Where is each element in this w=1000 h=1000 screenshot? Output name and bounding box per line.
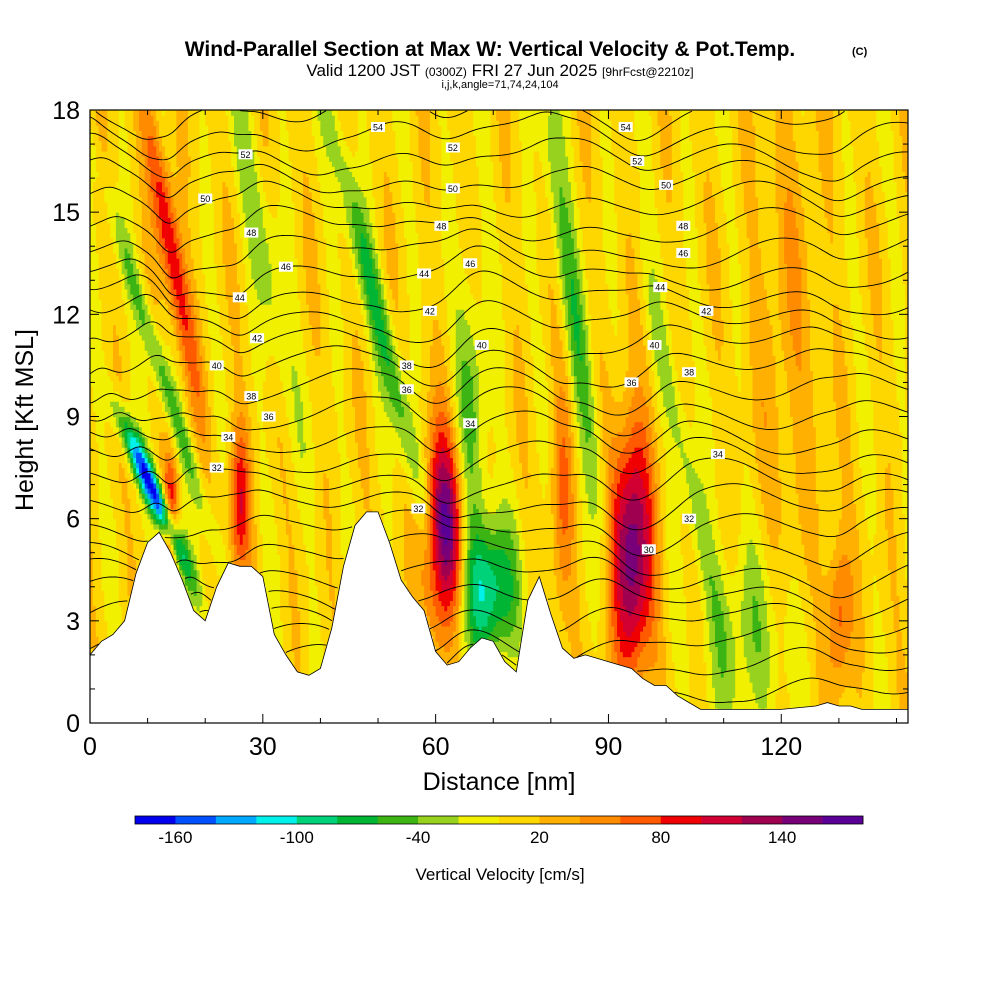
- forecast-info: [9hrFcst@2210z]: [602, 65, 694, 79]
- chart-subtitle: Valid 1200 JST (0300Z) FRI 27 Jun 2025 […: [306, 61, 693, 80]
- cross-section-figure: Wind-Parallel Section at Max W: Vertical…: [0, 0, 1000, 1000]
- utc-time: (0300Z): [425, 65, 467, 79]
- chart-title: Wind-Parallel Section at Max W: Vertical…: [185, 38, 796, 61]
- valid-date: FRI 27 Jun 2025: [472, 61, 598, 80]
- copyright-mark: (C): [852, 46, 868, 58]
- valid-time: Valid 1200 JST: [306, 61, 420, 80]
- grid-indices: i,j,k,angle=71,74,24,104: [441, 79, 558, 91]
